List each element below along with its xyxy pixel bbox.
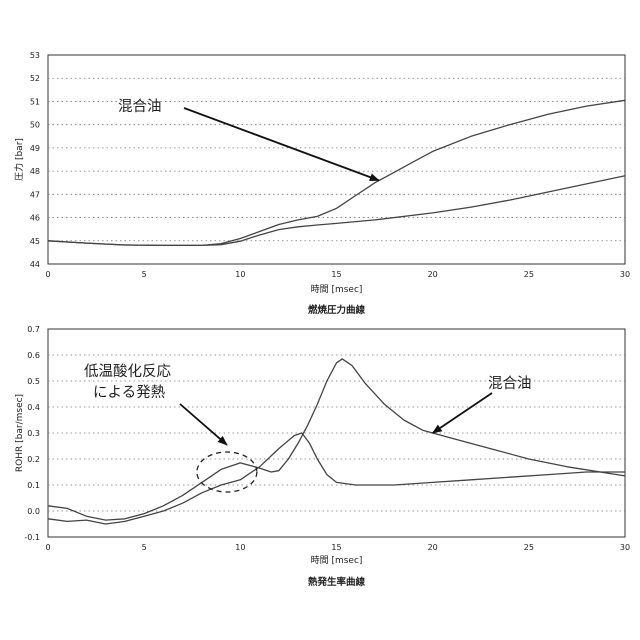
y-tick-label: 50 <box>30 121 40 130</box>
y-tick-label: 53 <box>30 51 40 60</box>
y-tick-label: 0.2 <box>27 455 40 464</box>
y-tick-label: 0.4 <box>27 403 40 412</box>
x-tick-label: 25 <box>524 543 534 552</box>
series-line-2 <box>48 176 625 246</box>
x-tick-label: 30 <box>620 543 630 552</box>
x-tick-label: 10 <box>235 543 245 552</box>
y-tick-label: 44 <box>30 260 40 269</box>
annotation-label: 低温酸化反応 <box>84 363 171 380</box>
series-line-2 <box>48 433 625 524</box>
y-tick-label: 0.1 <box>27 481 40 490</box>
annotation-label: による発熱 <box>93 384 165 401</box>
y-tick-label: 0.7 <box>27 325 40 334</box>
x-tick-label: 15 <box>331 543 341 552</box>
chart-caption: 燃焼圧力曲線 <box>308 304 366 316</box>
x-tick-label: 25 <box>524 270 534 279</box>
y-tick-label: 51 <box>30 97 40 106</box>
chart-caption: 熱発生率曲線 <box>308 576 366 588</box>
annotation-arrow <box>184 108 379 180</box>
series-line-1 <box>48 359 625 520</box>
y-tick-label: 48 <box>30 167 40 176</box>
y-tick-label: 0.6 <box>27 351 40 360</box>
y-tick-label: 49 <box>30 144 40 153</box>
x-tick-label: 5 <box>142 270 147 279</box>
annotation-label: 混合油 <box>118 98 162 115</box>
y-tick-label: 47 <box>30 190 40 199</box>
x-tick-label: 10 <box>235 270 245 279</box>
x-tick-label: 30 <box>620 270 630 279</box>
y-tick-label: 52 <box>30 74 40 83</box>
rohr-chart: -0.1 0.0 0.1 0.2 0.3 0.4 0.5 0.6 0.7 0 5 10 15 20 25 30… <box>15 325 630 588</box>
x-tick-label: 15 <box>331 270 341 279</box>
y-tick-label: 0.5 <box>27 377 40 386</box>
y-tick-label: -0.1 <box>24 533 40 542</box>
pressure-chart: 44 45 46 47 48 49 50 51 52 53 0 5 10 15 20 25 30 時間 [msec… <box>13 51 630 316</box>
x-tick-label: 20 <box>428 543 438 552</box>
x-tick-label: 0 <box>45 270 50 279</box>
plot-frame <box>48 55 625 264</box>
y-axis-title: ROHR [bar/msec] <box>15 394 25 472</box>
x-tick-label: 20 <box>428 270 438 279</box>
x-tick-label: 0 <box>45 543 50 552</box>
y-tick-label: 0.0 <box>27 507 40 516</box>
x-tick-label: 5 <box>142 543 147 552</box>
y-tick-label: 46 <box>30 214 40 223</box>
y-tick-label: 0.3 <box>27 429 40 438</box>
highlight-ellipse <box>197 452 257 492</box>
y-tick-label: 45 <box>30 237 40 246</box>
annotation-arrow <box>180 404 227 445</box>
annotation-label: 混合油 <box>488 375 532 392</box>
x-axis-title: 時間 [msec] <box>311 284 363 295</box>
y-axis-title: 圧力 [bar] <box>13 138 25 181</box>
annotation-arrow <box>433 393 492 433</box>
x-axis-title: 時間 [msec] <box>311 555 363 566</box>
